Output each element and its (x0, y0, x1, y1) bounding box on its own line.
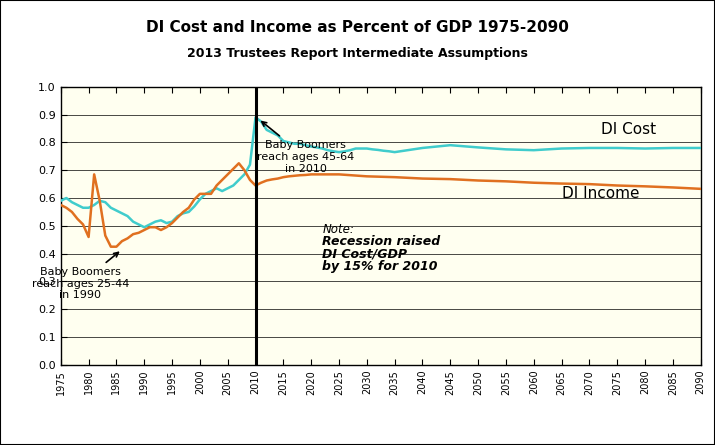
Text: DI Income: DI Income (561, 186, 639, 201)
Text: Note:: Note: (322, 223, 354, 236)
Text: DI Cost/GDP: DI Cost/GDP (322, 248, 408, 261)
Text: by 15% for 2010: by 15% for 2010 (322, 260, 438, 273)
Text: Baby Boomers
reach ages 25-44
in 1990: Baby Boomers reach ages 25-44 in 1990 (31, 252, 129, 300)
Text: 2013 Trustees Report Intermediate Assumptions: 2013 Trustees Report Intermediate Assump… (187, 47, 528, 60)
Text: DI Cost and Income as Percent of GDP 1975-2090: DI Cost and Income as Percent of GDP 197… (146, 20, 569, 35)
Text: DI Cost: DI Cost (601, 122, 656, 138)
Text: Recession raised: Recession raised (322, 235, 440, 248)
Text: Baby Boomers
reach ages 45-64
in 2010: Baby Boomers reach ages 45-64 in 2010 (257, 121, 354, 174)
